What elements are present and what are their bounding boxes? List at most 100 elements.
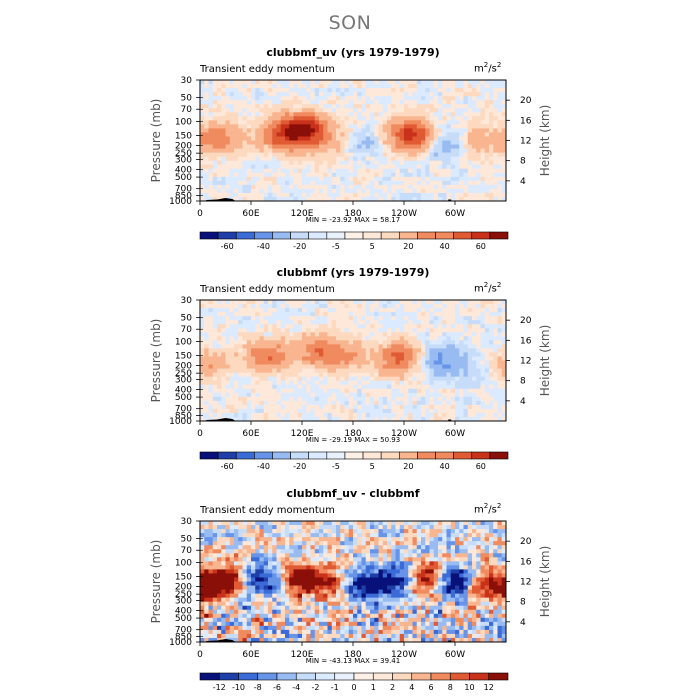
- heatmap-cell: [395, 404, 401, 410]
- heatmap-cell: [484, 360, 490, 365]
- heatmap-cell: [353, 160, 358, 166]
- heatmap-cell: [425, 92, 430, 97]
- heatmap-cell: [429, 92, 435, 97]
- heatmap-cell: [323, 96, 328, 101]
- units-exponent: 2: [483, 502, 489, 510]
- heatmap-cell: [336, 328, 341, 333]
- heatmap-cell: [272, 164, 277, 170]
- heatmap-cell: [438, 328, 443, 333]
- heatmap-cell: [365, 396, 371, 402]
- heatmap-cell: [412, 132, 418, 137]
- heatmap-cell: [276, 392, 282, 398]
- heatmap-cell: [455, 372, 460, 378]
- heatmap-cell: [442, 328, 447, 333]
- heatmap-cell: [289, 124, 294, 129]
- heatmap-cell: [348, 172, 354, 178]
- heatmap-cell: [208, 553, 214, 558]
- heatmap-cell: [395, 312, 401, 317]
- heatmap-cell: [382, 364, 388, 369]
- heatmap-cell: [221, 332, 226, 337]
- heatmap-cell: [289, 188, 294, 194]
- heatmap-cell: [480, 396, 486, 402]
- heatmap-cell: [259, 597, 265, 603]
- heatmap-cell: [387, 92, 392, 97]
- heatmap-cell: [234, 88, 239, 93]
- heatmap-cell: [459, 160, 464, 166]
- heatmap-cell: [251, 400, 256, 406]
- heatmap-cell: [370, 140, 375, 145]
- heatmap-cell: [225, 364, 231, 369]
- heatmap-cell: [234, 184, 239, 190]
- heatmap-cell: [387, 360, 392, 365]
- heatmap-cell: [272, 388, 277, 394]
- heatmap-cell: [242, 533, 248, 538]
- heatmap-cell: [272, 136, 277, 141]
- heatmap-cell: [467, 348, 473, 353]
- heatmap-cell: [280, 336, 286, 341]
- heatmap-cell: [259, 541, 265, 546]
- heatmap-cell: [378, 360, 384, 365]
- heatmap-cell: [238, 617, 243, 623]
- heatmap-cell: [200, 621, 205, 627]
- heatmap-cell: [208, 128, 214, 133]
- heatmap-cell: [336, 320, 341, 325]
- heatmap-cell: [200, 124, 205, 129]
- heatmap-cell: [382, 120, 388, 125]
- heatmap-cell: [234, 376, 239, 382]
- heatmap-cell: [489, 400, 494, 406]
- heatmap-cell: [238, 633, 243, 639]
- heatmap-cell: [391, 320, 396, 325]
- heatmap-cell: [382, 376, 388, 382]
- heatmap-cell: [327, 180, 333, 186]
- heatmap-cell: [217, 553, 222, 558]
- heatmap-cell: [357, 152, 362, 158]
- heatmap-cell: [331, 104, 337, 109]
- heatmap-cell: [340, 388, 345, 394]
- heatmap-cell: [327, 300, 333, 305]
- heatmap-cell: [357, 84, 362, 89]
- heatmap-cell: [234, 637, 239, 643]
- heatmap-cell: [242, 140, 248, 145]
- heatmap-cell: [463, 312, 469, 317]
- heatmap-cell: [399, 312, 405, 317]
- heatmap-cell: [336, 140, 341, 145]
- heatmap-cell: [212, 184, 218, 190]
- heatmap-cell: [382, 172, 388, 178]
- heatmap-cell: [387, 100, 392, 105]
- heatmap-cell: [276, 160, 282, 166]
- heatmap-cell: [493, 168, 498, 174]
- heatmap-cell: [276, 156, 282, 162]
- heatmap-cell: [480, 172, 486, 178]
- heatmap-cell: [472, 300, 477, 305]
- heatmap-cell: [416, 364, 422, 369]
- heatmap-cell: [433, 132, 439, 137]
- heatmap-cell: [302, 176, 307, 182]
- heatmap-cell: [353, 348, 358, 353]
- heatmap-cell: [391, 188, 396, 194]
- heatmap-cell: [255, 613, 260, 619]
- heatmap-cell: [408, 356, 413, 361]
- heatmap-cell: [200, 344, 205, 349]
- heatmap-cell: [438, 104, 443, 109]
- heatmap-cell: [297, 400, 303, 406]
- heatmap-cell: [255, 625, 260, 631]
- heatmap-cell: [331, 128, 337, 133]
- heatmap-cell: [438, 416, 443, 422]
- heatmap-cell: [225, 152, 231, 158]
- heatmap-cell: [217, 376, 222, 382]
- heatmap-cell: [378, 152, 384, 158]
- heatmap-cell: [302, 96, 307, 101]
- heatmap-cell: [331, 392, 337, 398]
- heatmap-cell: [310, 88, 316, 93]
- heatmap-cell: [289, 312, 294, 317]
- heatmap-cell: [365, 308, 371, 313]
- heatmap-cell: [302, 360, 307, 365]
- heatmap-cell: [331, 352, 337, 357]
- heatmap-cell: [327, 324, 333, 329]
- heatmap-cell: [361, 120, 367, 125]
- heatmap-cell: [310, 400, 316, 406]
- heatmap-cell: [370, 180, 375, 186]
- heatmap-cell: [310, 416, 316, 422]
- heatmap-cell: [442, 144, 447, 149]
- heatmap-cell: [212, 364, 218, 369]
